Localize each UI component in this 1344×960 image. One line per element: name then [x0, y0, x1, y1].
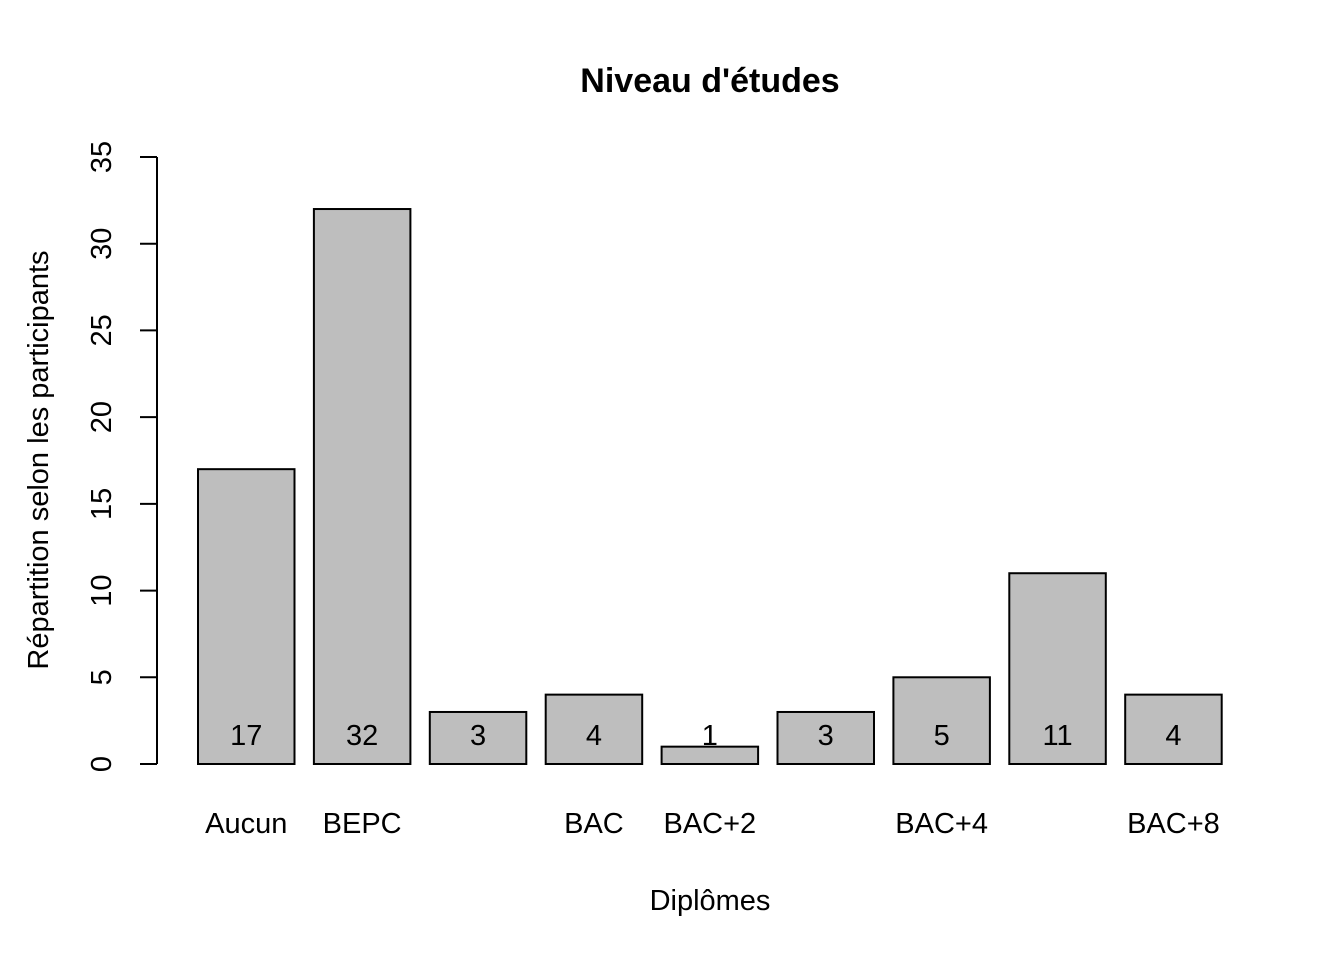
- y-axis-label: Répartition selon les participants: [23, 250, 55, 669]
- x-tick-label: BEPC: [323, 808, 402, 840]
- x-tick-label: Aucun: [205, 808, 287, 840]
- bar: [1124, 693, 1223, 766]
- x-tick-label: BAC+4: [895, 808, 988, 840]
- bar: [312, 208, 412, 765]
- y-axis: 0 5 10 15 20 25 30 35: [86, 141, 158, 772]
- bar-value-label: 3: [470, 720, 486, 752]
- y-tick-label: 15: [86, 488, 118, 520]
- bar: [428, 710, 528, 766]
- y-tick-label: 0: [86, 756, 118, 772]
- y-tick-label: 20: [86, 401, 118, 433]
- bar-value-label: 4: [586, 720, 602, 752]
- bar: [892, 676, 991, 765]
- x-tick-label: BAC+8: [1127, 808, 1220, 840]
- y-tick-label: 35: [86, 141, 118, 173]
- y-tick-label: 30: [86, 228, 118, 260]
- x-tick-labels: Aucun BEPC BAC BAC+2 BAC+4 BAC+8: [205, 808, 1220, 840]
- bar: [197, 468, 296, 765]
- bar-value-label: 4: [1165, 720, 1181, 752]
- bar-value-label: 5: [934, 720, 950, 752]
- bar-value-label: 3: [818, 720, 834, 752]
- x-tick-label: BAC+2: [663, 808, 756, 840]
- bar-value-labels: 17 32 3 4 1 3 5 11 4: [230, 720, 1181, 752]
- y-tick-label: 5: [86, 669, 118, 685]
- bar: [776, 710, 875, 766]
- y-tick-label: 10: [86, 574, 118, 606]
- bar: [1008, 572, 1107, 765]
- bars-group: [197, 208, 1223, 766]
- x-tick-label: BAC: [564, 808, 624, 840]
- bar: [660, 745, 760, 766]
- bar-value-label: 17: [230, 720, 262, 752]
- bar-value-label: 11: [1042, 720, 1072, 752]
- bar: [544, 693, 644, 766]
- bar-value-label: 1: [702, 720, 718, 752]
- chart-title: Niveau d'études: [580, 62, 839, 100]
- x-axis-label: Diplômes: [650, 885, 771, 917]
- bar-value-label: 32: [346, 720, 378, 752]
- y-tick-label: 25: [86, 314, 118, 346]
